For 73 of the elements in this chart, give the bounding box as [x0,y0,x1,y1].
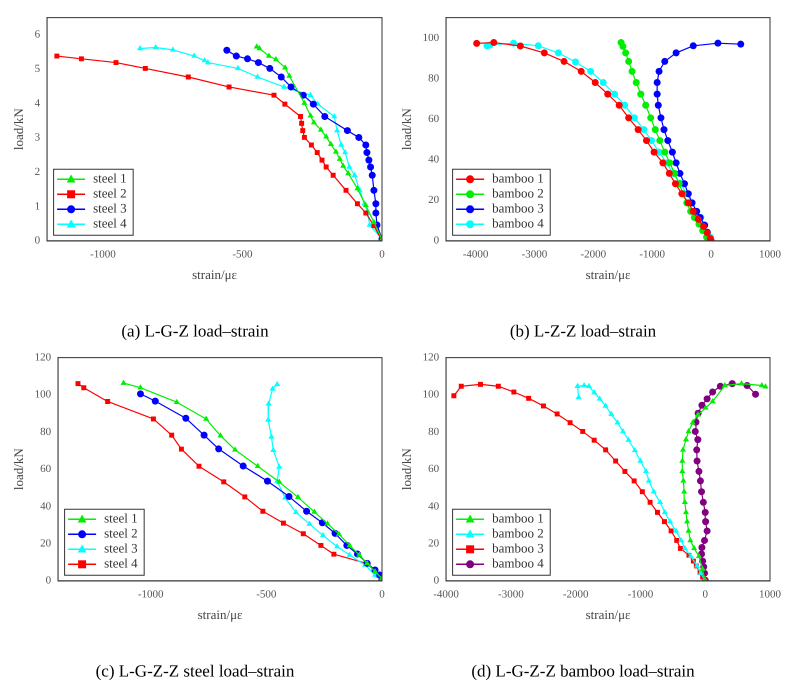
y-axis-title: load/kN [399,108,414,150]
y-tick-label: 120 [34,351,52,364]
text: (c) L-G-Z-Z steel load–strain [96,661,295,680]
y-tick-label: 0 [46,574,52,587]
text: (a) L-G-Z load–strain [121,321,270,340]
y-tick-label: 80 [428,72,440,84]
y-tick-label: 2 [34,166,40,178]
legend-label: bamboo 1 [492,510,544,526]
x-tick-label: -1000 [639,248,666,260]
legend-label: bamboo 4 [492,216,544,231]
x-tick-label: -3000 [522,248,548,260]
x-axis-title: strain/με [198,607,244,622]
y-tick-label: 40 [428,154,440,166]
y-tick-label: 0 [434,234,440,247]
x-tick-label: -1000 [90,248,116,260]
x-tick-label: -1000 [628,588,654,600]
y-tick-label: 80 [428,426,440,438]
legend-label: steel 2 [104,526,138,541]
x-tick-label: -3000 [498,588,524,600]
x-tick-label: 0 [379,588,386,600]
legend-label: bamboo 4 [492,556,544,571]
y-tick-label: 40 [40,500,52,512]
legend-label: bamboo 1 [492,170,544,186]
y-tick-label: 60 [40,463,52,476]
x-tick-label: 0 [379,248,386,260]
x-tick-label: -500 [232,248,254,260]
legend-label: bamboo 2 [492,526,544,541]
x-tick-label: 1000 [759,248,782,260]
x-tick-label: 1000 [759,588,782,600]
text: (d) L-G-Z-Z bamboo load–strain [471,661,696,680]
y-tick-label: 60 [428,112,440,125]
x-tick-label: -4000 [433,588,460,600]
text: (b) L-Z-Z load–strain [510,321,657,340]
legend-label: steel 2 [93,186,127,201]
y-tick-label: 120 [422,351,440,364]
y-tick-label: 20 [428,194,440,206]
x-tick-label: 0 [702,588,708,600]
legend-label: bamboo 3 [492,540,544,556]
x-tick-label: -2000 [580,248,607,260]
y-tick-label: 20 [40,537,52,550]
legend-label: steel 4 [104,556,138,571]
y-axis-title: load/kN [399,448,414,490]
y-tick-label: 40 [428,500,440,512]
y-tick-label: 0 [434,574,440,587]
y-tick-label: 4 [34,97,41,110]
y-tick-label: 100 [422,388,440,401]
y-tick-label: 0 [34,234,41,247]
legend-label: bamboo 2 [492,186,544,201]
x-tick-label: -500 [256,588,277,600]
legend-label: steel 4 [93,216,128,231]
y-tick-label: 6 [34,28,41,41]
x-tick-label: -4000 [462,248,489,260]
y-tick-label: 100 [422,32,440,44]
y-tick-label: 3 [34,132,41,144]
x-tick-label: -1000 [138,588,164,600]
x-tick-label: 0 [708,248,714,260]
x-tick-label: -2000 [562,588,589,600]
y-tick-label: 100 [34,388,52,401]
y-tick-label: 80 [40,426,52,438]
legend-label: steel 3 [104,540,138,556]
y-tick-label: 20 [428,537,440,550]
legend-label: steel 3 [93,200,127,216]
x-axis-title: strain/με [586,267,632,282]
x-axis-title: strain/με [192,267,238,282]
legend-label: steel 1 [93,170,127,186]
legend-label: steel 1 [104,510,138,526]
y-tick-label: 1 [34,200,40,212]
y-axis-title: load/kN [11,108,26,150]
y-axis-title: load/kN [11,448,26,490]
x-axis-title: strain/με [586,607,632,622]
legend-label: bamboo 3 [492,200,544,216]
y-tick-label: 60 [428,463,440,476]
y-tick-label: 5 [34,63,41,75]
